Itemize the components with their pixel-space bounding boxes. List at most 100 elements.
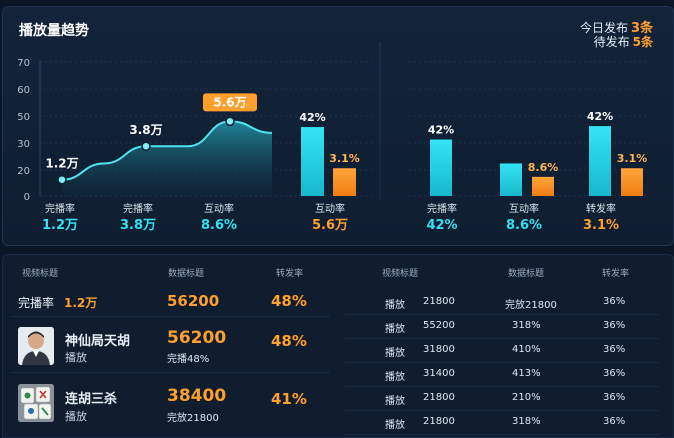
pending-stat: 待发布 5条	[594, 33, 653, 50]
right-header-rate: 转发率	[602, 269, 630, 279]
x-tick-label: 完播率	[45, 202, 75, 215]
data-label: 5.6万	[213, 95, 246, 109]
y-tick-label: 70	[17, 58, 30, 69]
y-tick-label: 60	[17, 85, 30, 96]
summary-rate: 48%	[271, 292, 307, 310]
bar	[333, 168, 356, 196]
data-point	[57, 174, 67, 185]
data-label: 1.2万	[45, 157, 78, 171]
x-tick-label: 完播率	[427, 202, 457, 215]
row-rate: 36%	[603, 368, 626, 379]
table-row[interactable]: 播放 21800 完放21800 36%	[345, 292, 660, 315]
bar-value-label: 3.1%	[329, 152, 360, 165]
left-header-data: 数据标题	[168, 269, 205, 279]
mahjong-tiles-icon	[18, 384, 54, 422]
x-tick-label: 互动率	[315, 202, 345, 215]
bar-value-label: 8.6%	[528, 161, 559, 174]
highlight-badge	[203, 93, 257, 112]
person-thumbnail-icon	[18, 327, 54, 365]
mahjong-thumbnail	[18, 384, 54, 422]
video-rate: 48%	[271, 332, 307, 350]
video-title: 神仙局天胡	[65, 334, 131, 349]
row-plays: 21800	[423, 296, 455, 307]
row-plays: 21800	[423, 416, 455, 427]
row-type: 播放	[385, 396, 405, 407]
row-type: 播放	[385, 300, 405, 311]
video-rate: 41%	[271, 390, 307, 408]
video-detail: 完播48%	[167, 354, 210, 365]
bar	[589, 126, 611, 196]
bar-value-label: 3.1%	[617, 152, 648, 165]
today-published-stat: 今日发布 3条	[580, 17, 653, 36]
table-row[interactable]: 播放 31800 410% 36%	[345, 340, 660, 363]
data-point	[225, 116, 235, 127]
x-value-label: 3.1%	[583, 218, 619, 233]
bar	[430, 139, 452, 196]
y-tick-label: 50	[17, 112, 30, 123]
left-summary-row[interactable]: 完播率 1.2万 56200 48%	[12, 288, 330, 317]
left-header-title: 视频标题	[22, 269, 59, 279]
row-type: 播放	[385, 324, 405, 335]
row-plays: 55200	[423, 320, 455, 331]
summary-label: 完播率	[18, 296, 55, 310]
bar	[532, 176, 554, 196]
today-value: 3条	[630, 21, 653, 36]
bar	[500, 163, 522, 196]
row-plays: 31800	[423, 344, 455, 355]
summary-value: 1.2万	[64, 296, 98, 310]
row-rate: 36%	[603, 320, 626, 331]
row-rate: 36%	[603, 296, 626, 307]
x-value-label: 42%	[426, 218, 457, 233]
video-detail: 完放21800	[167, 413, 219, 424]
row-detail: 413%	[512, 368, 541, 379]
x-tick-label: 转发率	[586, 202, 616, 215]
pending-value: 5条	[632, 35, 653, 49]
x-value-label: 8.6%	[201, 218, 237, 233]
x-value-label: 5.6万	[312, 218, 348, 233]
y-tick-label: 30	[17, 139, 30, 150]
x-value-label: 8.6%	[506, 218, 542, 233]
x-value-label: 1.2万	[42, 218, 78, 233]
area-fill	[62, 121, 272, 196]
video-number: 38400	[167, 386, 227, 406]
right-header-data: 数据标题	[508, 269, 545, 279]
video-subtitle: 播放	[65, 410, 87, 423]
table-row[interactable]: 播放 21800 318% 36%	[345, 412, 660, 435]
trend-chart: 706050302001.2万3.8万5.6万42%3.1%完播率1.2万完播率…	[17, 42, 648, 233]
pending-label: 待发布	[593, 35, 630, 49]
table-row[interactable]: 播放 31400 413% 36%	[345, 364, 660, 387]
row-type: 播放	[385, 348, 405, 359]
row-rate: 36%	[603, 392, 626, 403]
x-tick-label: 互动率	[204, 202, 234, 215]
row-plays: 31400	[423, 368, 455, 379]
bar-value-label: 42%	[428, 124, 454, 137]
summary-number: 56200	[167, 292, 220, 310]
x-value-label: 3.8万	[120, 218, 156, 233]
trend-panel: 播放量趋势 今日发布 3条 待发布 5条	[2, 6, 674, 246]
video-number: 56200	[167, 328, 227, 348]
x-tick-label: 互动率	[509, 202, 539, 215]
y-tick-label: 20	[17, 166, 30, 177]
row-plays: 21800	[423, 392, 455, 403]
row-rate: 36%	[603, 416, 626, 427]
bar	[621, 168, 643, 196]
video-title: 连胡三杀	[65, 392, 118, 407]
table-row[interactable]: 播放 21800 210% 36%	[345, 388, 660, 411]
data-point	[141, 141, 151, 151]
row-type: 播放	[385, 420, 405, 431]
right-header-title: 视频标题	[382, 269, 419, 279]
bar	[301, 127, 324, 196]
data-label: 3.8万	[129, 123, 162, 137]
left-table-row[interactable]: 神仙局天胡 播放 56200 完播48% 48%	[12, 320, 330, 373]
today-label: 今日发布	[579, 21, 628, 35]
panel-title: 播放量趋势	[19, 23, 89, 39]
avatar	[18, 327, 54, 365]
row-type: 播放	[385, 372, 405, 383]
left-table-row[interactable]: 连胡三杀 播放 38400 完放21800 41%	[12, 376, 330, 432]
x-tick-label: 完播率	[123, 202, 153, 215]
video-subtitle: 播放	[65, 351, 87, 364]
table-row[interactable]: 播放 55200 318% 36%	[345, 316, 660, 339]
row-detail: 完放21800	[505, 300, 557, 311]
row-rate: 36%	[603, 344, 626, 355]
row-detail: 318%	[512, 320, 541, 331]
